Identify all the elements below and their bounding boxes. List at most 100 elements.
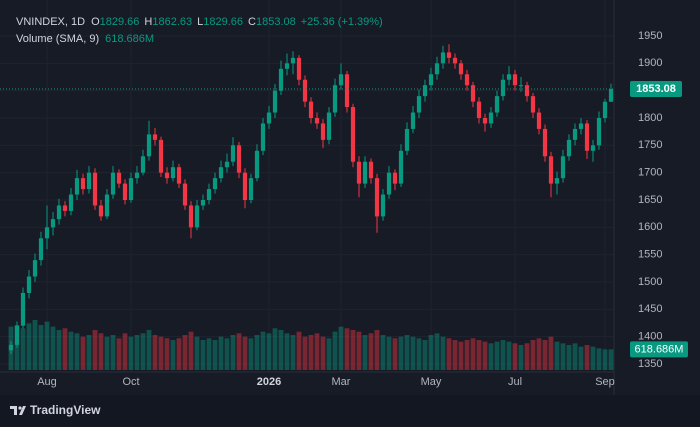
volume-bar <box>398 336 404 370</box>
y-tick-label: 1950 <box>638 30 662 42</box>
candle-body <box>254 150 260 179</box>
candle-body <box>458 63 464 75</box>
candle-body <box>176 167 182 184</box>
candle-body <box>566 139 572 157</box>
volume-bar <box>62 328 68 370</box>
y-tick-label: 1450 <box>638 303 662 315</box>
grid <box>0 0 614 372</box>
chart-pane <box>0 0 700 395</box>
candle-body <box>92 172 98 206</box>
volume-bar <box>170 340 176 370</box>
volume-bar <box>56 330 62 370</box>
volume-bar <box>584 345 590 370</box>
volume-bar <box>590 346 596 370</box>
candle-body <box>146 134 152 157</box>
volume-bar <box>602 349 608 370</box>
y-tick-label: 1750 <box>638 139 662 151</box>
x-tick-label: Mar <box>332 376 351 388</box>
candle-body <box>416 96 422 113</box>
volume-bar <box>464 340 470 370</box>
volume-bar <box>374 330 380 370</box>
last-volume-label: 618.686M <box>635 343 684 355</box>
volume-bar <box>308 335 314 370</box>
candle-body <box>344 74 350 108</box>
volume-bar <box>20 328 26 370</box>
c-label: C <box>248 16 256 28</box>
volume-bar <box>326 338 332 370</box>
candle-body <box>380 194 386 217</box>
volume-title: Volume (SMA, 9) <box>16 33 99 45</box>
candle-body <box>320 123 326 140</box>
volume-bar <box>122 333 128 370</box>
candle-body <box>596 118 602 146</box>
candle-body <box>530 96 536 113</box>
candle-body <box>44 227 50 239</box>
volume-bar <box>500 340 506 370</box>
last-volume-tag <box>630 341 688 358</box>
volume-bar <box>446 338 452 370</box>
x-tick-label: Oct <box>122 376 139 388</box>
volume-bar <box>140 333 146 370</box>
volume-bar <box>392 338 398 370</box>
volume-bar <box>470 338 476 370</box>
candle-body <box>200 200 206 206</box>
volume-bar <box>302 336 308 370</box>
volume-bar <box>248 338 254 370</box>
volume-bar <box>236 333 242 370</box>
candle-body <box>38 238 44 261</box>
candle-body <box>206 189 212 200</box>
volume-bar <box>338 326 344 370</box>
volume-bar <box>182 335 188 370</box>
candle-body <box>50 219 56 228</box>
volume-bar <box>362 335 368 370</box>
volume-bar <box>356 331 362 370</box>
candle-body <box>518 85 524 87</box>
candle-body <box>398 150 404 184</box>
candle-body <box>110 172 116 195</box>
candle-body <box>326 112 332 140</box>
candle-body <box>356 161 362 184</box>
volume-bar <box>422 340 428 370</box>
candle-body <box>362 161 368 184</box>
candle-body <box>428 74 434 86</box>
candle-body <box>152 134 158 140</box>
volume-bar <box>176 338 182 370</box>
candle-body <box>56 205 62 220</box>
candle-body <box>434 63 440 75</box>
candle-body <box>422 85 428 97</box>
volume-bar <box>290 335 296 370</box>
volume-bar <box>524 343 530 370</box>
candle-body <box>20 292 26 326</box>
c-value: 1853.08 <box>256 16 296 28</box>
volume-bar <box>80 336 86 370</box>
candle-body <box>578 123 584 129</box>
volume-bar <box>134 335 140 370</box>
volume-bar <box>314 333 320 370</box>
candle-body <box>554 178 560 184</box>
volume-bar <box>572 343 578 370</box>
volume-bar <box>146 330 152 370</box>
volume-bar <box>476 340 482 370</box>
candle-body <box>488 112 494 124</box>
volume-bar <box>152 335 158 370</box>
candle-body <box>548 156 554 184</box>
candle-body <box>218 167 224 179</box>
x-tick-label: 2026 <box>257 376 281 388</box>
y-tick-label: 1800 <box>638 112 662 124</box>
candle-body <box>584 123 590 151</box>
brand-logo: TradingView <box>10 403 101 417</box>
volume-bar <box>68 331 74 370</box>
volume-bar <box>566 345 572 370</box>
candle-body <box>350 107 356 162</box>
x-tick-label: Aug <box>37 376 57 388</box>
candle-body <box>296 57 302 80</box>
volume-bar <box>440 336 446 370</box>
candle-body <box>266 112 272 124</box>
candle-body <box>230 145 236 162</box>
candle-body <box>278 68 284 91</box>
candle-body <box>602 101 608 118</box>
volume-bar <box>320 336 326 370</box>
candle-body <box>314 118 320 124</box>
l-label: L <box>197 16 203 28</box>
